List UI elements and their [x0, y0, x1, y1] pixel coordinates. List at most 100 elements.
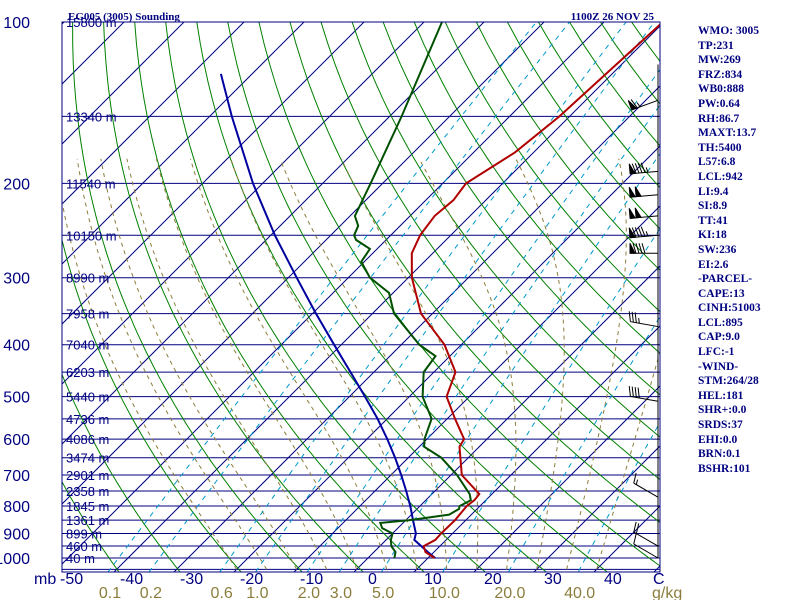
moist-adiabat-line — [279, 158, 448, 570]
dry-adiabat-line — [196, 22, 548, 572]
wind-barb-feather — [634, 312, 637, 323]
mixing-ratio-line — [442, 227, 660, 572]
temperature-tick-label: 40 — [604, 571, 622, 588]
stability-index-item: LFC:-1 — [698, 346, 735, 359]
mixing-ratio-tick-label: 40.0 — [564, 585, 595, 600]
stability-indices-panel: WMO: 3005 TP:231 MW:269 FRZ:834 WB0:888 PW:0.… — [698, 24, 798, 476]
height-label: 2358 m — [66, 484, 109, 499]
moist-adiabat-line — [596, 350, 660, 570]
isotherm-line — [473, 385, 660, 572]
stability-index-item: LCL:942 — [698, 170, 743, 183]
stability-index-item: -WIND- — [698, 360, 739, 373]
isotherm-line — [62, 22, 425, 385]
isotherm-line — [62, 22, 545, 505]
pressure-tick-label: 400 — [3, 338, 30, 355]
wind-barb-feather — [637, 387, 640, 399]
wind-barb-half-feather — [645, 231, 649, 237]
stability-index-item: TT:41 — [698, 214, 728, 227]
mixing-ratio-tick-label: 20.0 — [494, 585, 525, 600]
height-label: 13340 m — [66, 109, 117, 124]
dry-adiabat-line — [165, 22, 487, 572]
mixing-ratio-line — [148, 22, 570, 572]
wind-barb-pennant — [634, 186, 642, 198]
moist-adiabat-line — [230, 158, 418, 570]
height-label: 4086 m — [66, 432, 109, 447]
wind-barb-feather — [638, 243, 643, 254]
wind-barb-staff — [630, 395, 659, 402]
wind-barb-feather — [632, 243, 637, 254]
temperature-tick-label: -10 — [300, 571, 323, 588]
wind-barb-staff — [633, 531, 659, 547]
moist-adiabat-line — [418, 158, 517, 570]
isotherm-line — [62, 22, 245, 205]
wind-barb-feather — [641, 243, 646, 254]
moist-adiabat-line — [126, 158, 328, 570]
temperature-tick-label: 20 — [484, 571, 502, 588]
temperature-tick-label: -30 — [180, 571, 203, 588]
stability-index-item: EHI:0.0 — [698, 433, 738, 446]
height-label: 8990 m — [66, 271, 109, 286]
temperature-unit-label: C — [653, 571, 665, 588]
moist-adiabat-line — [340, 158, 479, 570]
isotherm-line — [62, 22, 485, 445]
height-label: 7040 m — [66, 338, 109, 353]
mixing-ratio-line — [577, 421, 660, 572]
stability-index-item: KI:18 — [698, 229, 727, 242]
wind-barb-pennant — [628, 186, 636, 198]
mixing-ratio-line — [306, 68, 660, 572]
isotherm-line — [233, 145, 660, 572]
wind-barb-feather — [634, 387, 637, 398]
wind-barb-pennant — [628, 227, 636, 239]
pressure-tick-label: 900 — [3, 526, 30, 543]
wind-barb-feather — [633, 521, 637, 533]
isotherm-line — [413, 325, 660, 572]
stability-index-item: LI:9.4 — [698, 185, 729, 198]
mixing-ratio-unit-label: g/kg — [652, 585, 682, 600]
isotherm-line — [353, 265, 660, 572]
stability-index-item: SI:8.9 — [698, 200, 728, 213]
dewpoint-trace — [353, 22, 472, 559]
dry-adiabat-line — [227, 22, 609, 572]
mixing-ratio-line — [219, 22, 627, 572]
dry-adiabat-line — [382, 22, 660, 396]
pressure-tick-label: 1000 — [0, 551, 30, 568]
stability-index-item: MW:269 — [698, 54, 741, 67]
height-label: 10150 m — [66, 228, 117, 243]
wind-barb-feather — [631, 386, 634, 397]
isotherm-line — [293, 205, 660, 572]
stability-index-item: FRZ:834 — [698, 68, 743, 81]
wind-barb-feather — [634, 163, 640, 174]
isotherm-line — [533, 445, 660, 572]
wind-barb-half-feather — [645, 167, 649, 173]
wind-barb — [628, 207, 659, 219]
wind-barb-pennant — [634, 207, 642, 219]
height-label: 6203 m — [66, 365, 109, 380]
stability-index-item: SRDS:37 — [698, 419, 743, 432]
isotherm-line — [62, 22, 125, 85]
height-label: 1845 m — [66, 499, 109, 514]
wind-barbs-layer — [627, 64, 659, 559]
mixing-ratio-line — [380, 152, 660, 572]
wind-barb-half-feather — [638, 318, 640, 324]
wind-barb-feather — [630, 99, 638, 109]
height-label: 11540 m — [66, 176, 116, 191]
moist-adiabat-line — [62, 199, 238, 570]
stability-index-item: BSHR:101 — [698, 462, 751, 475]
wind-barb-pennant — [629, 242, 636, 254]
wind-barb-feather — [640, 226, 646, 237]
height-label: 7958 m — [66, 307, 109, 322]
dry-adiabat-line — [62, 373, 181, 572]
stability-index-item: CAP:9.0 — [698, 331, 740, 344]
wind-barb — [628, 226, 659, 239]
wind-barb — [633, 533, 659, 559]
wind-barb-feather — [631, 311, 634, 323]
stability-index-item: PW:0.64 — [698, 97, 740, 110]
wind-barb-feather — [633, 533, 637, 545]
isotherm-line — [62, 22, 185, 145]
mixing-ratio-line — [254, 22, 655, 572]
wind-barb-feather — [631, 163, 637, 174]
wind-barb — [628, 186, 659, 198]
temperature-tick-label: -40 — [120, 571, 143, 588]
dry-adiabat-line — [62, 238, 242, 572]
